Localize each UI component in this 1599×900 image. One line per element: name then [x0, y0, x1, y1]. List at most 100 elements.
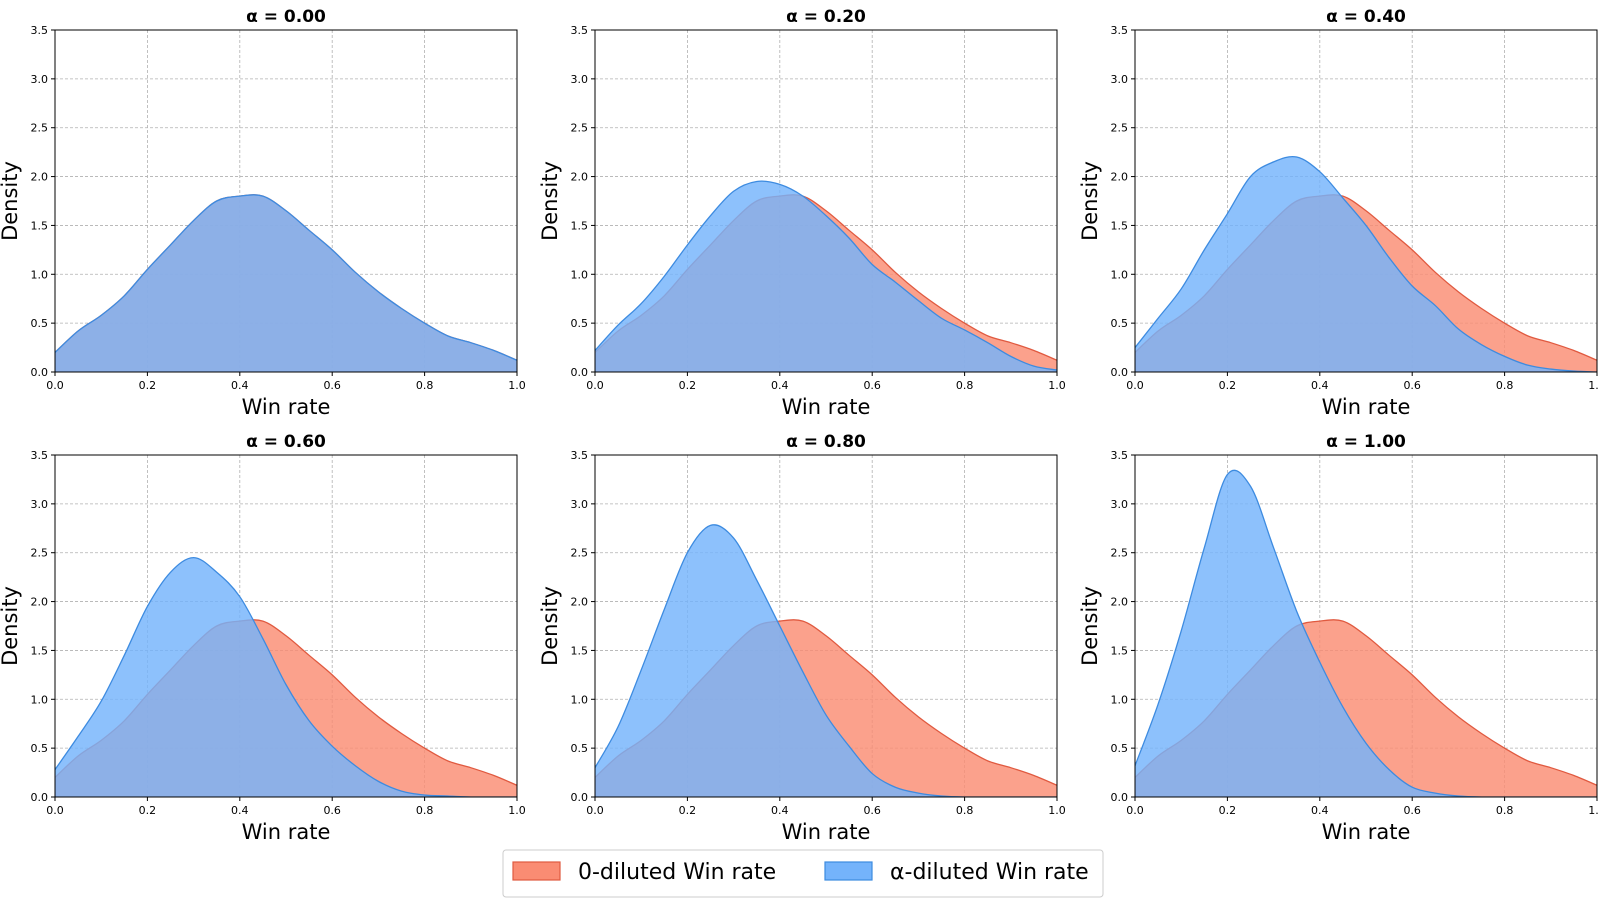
- x-axis-label: Win rate: [1322, 395, 1411, 419]
- y-tick-label: 2.0: [1111, 171, 1129, 184]
- x-tick-label: 0.8: [1496, 379, 1514, 392]
- y-tick-label: 0.0: [1111, 791, 1129, 804]
- x-tick-label: 1.0: [1588, 379, 1599, 392]
- x-tick-label: 0.6: [863, 379, 881, 392]
- panel-alpha-0.00: 0.0 0.2 0.4 0.6 0.8 1.0 0.0 0.5 1.0 1.5 2.0 2.5 3.0 3…: [0, 7, 526, 419]
- x-tick-label: 0.8: [956, 804, 974, 817]
- y-tick-label: 1.0: [1111, 268, 1129, 281]
- y-tick-label: 3.0: [571, 73, 589, 86]
- y-tick-label: 1.5: [1111, 644, 1129, 657]
- y-tick-label: 1.5: [1111, 219, 1129, 232]
- x-axis-label: Win rate: [242, 820, 331, 844]
- panel-title: α = 0.60: [246, 432, 326, 452]
- y-tick-label: 2.5: [31, 122, 49, 135]
- axes-frame: [54, 29, 518, 373]
- panel-alpha-1.00: 0.0 0.2 0.4 0.6 0.8 1.0 0.0 0.5 1.0 1.5 2.0 2.5 3.0 3…: [1078, 432, 1599, 844]
- area-alpha-diluted-fill: [595, 181, 1057, 372]
- legend-label-0-diluted: 0-diluted Win rate: [578, 860, 776, 885]
- panel-title: α = 1.00: [1326, 432, 1406, 452]
- axes-frame: [594, 29, 1058, 373]
- area-alpha-diluted-outline: [55, 556, 517, 797]
- y-tick-label: 0.5: [31, 742, 49, 755]
- area-alpha-diluted-outline: [595, 180, 1057, 371]
- y-tick-label: 2.0: [31, 171, 49, 184]
- x-tick-label: 0.4: [231, 379, 249, 392]
- y-axis-label: Density: [538, 161, 562, 241]
- y-axis-label: Density: [1078, 586, 1102, 666]
- x-tick-label: 0.8: [1496, 804, 1514, 817]
- x-tick-label: 0.4: [771, 379, 789, 392]
- x-axis-label: Win rate: [782, 395, 871, 419]
- x-tick-label: 0.0: [586, 804, 604, 817]
- x-axis-label: Win rate: [782, 820, 871, 844]
- area-alpha-diluted-outline: [1135, 469, 1597, 797]
- y-tick-label: 1.5: [571, 644, 589, 657]
- x-tick-label: 1.0: [508, 379, 526, 392]
- x-tick-label: 1.0: [1588, 804, 1599, 817]
- y-tick-label: 3.5: [31, 449, 49, 462]
- y-tick-label: 2.0: [31, 596, 49, 609]
- panel-title: α = 0.00: [246, 7, 326, 27]
- x-tick-label: 0.0: [1126, 804, 1144, 817]
- y-tick-label: 2.5: [571, 122, 589, 135]
- x-tick-label: 0.0: [586, 379, 604, 392]
- panel-alpha-0.20: 0.0 0.2 0.4 0.6 0.8 1.0 0.0 0.5 1.0 1.5 2.0 2.5 3.0 3…: [538, 7, 1066, 419]
- y-tick-label: 3.5: [31, 24, 49, 37]
- x-tick-label: 0.6: [323, 379, 341, 392]
- plot-area: [1135, 469, 1597, 797]
- y-tick-label: 3.0: [571, 498, 589, 511]
- y-tick-label: 1.5: [571, 219, 589, 232]
- area-alpha-diluted-fill: [55, 194, 517, 372]
- legend-frame: [502, 849, 1104, 898]
- y-tick-label: 0.0: [1111, 366, 1129, 379]
- area-alpha-diluted-fill: [1135, 156, 1597, 372]
- x-tick-label: 0.0: [46, 379, 64, 392]
- y-tick-label: 2.5: [1111, 122, 1129, 135]
- y-tick-label: 0.5: [571, 742, 589, 755]
- y-tick-label: 0.5: [31, 317, 49, 330]
- x-tick-label: 0.4: [771, 804, 789, 817]
- y-tick-label: 1.5: [31, 644, 49, 657]
- y-tick-label: 3.0: [1111, 73, 1129, 86]
- y-tick-label: 3.0: [1111, 498, 1129, 511]
- x-tick-label: 0.4: [1311, 379, 1329, 392]
- y-tick-label: 1.0: [1111, 693, 1129, 706]
- x-tick-label: 0.0: [1126, 379, 1144, 392]
- x-tick-label: 0.2: [679, 379, 697, 392]
- x-tick-label: 0.4: [1311, 804, 1329, 817]
- axes-frame: [1134, 29, 1598, 373]
- y-tick-label: 2.5: [1111, 547, 1129, 560]
- y-tick-label: 2.0: [571, 596, 589, 609]
- legend-swatch-0-diluted: [512, 861, 561, 881]
- y-tick-label: 0.0: [31, 791, 49, 804]
- x-tick-label: 0.2: [1219, 804, 1237, 817]
- x-tick-label: 0.6: [323, 804, 341, 817]
- x-tick-label: 1.0: [508, 804, 526, 817]
- area-alpha-diluted-outline: [595, 524, 1057, 797]
- y-tick-label: 0.5: [1111, 742, 1129, 755]
- y-tick-label: 0.0: [571, 366, 589, 379]
- plot-area: [595, 524, 1057, 797]
- x-axis-label: Win rate: [1322, 820, 1411, 844]
- y-tick-label: 3.5: [1111, 449, 1129, 462]
- x-tick-label: 0.2: [139, 379, 157, 392]
- y-axis-label: Density: [538, 586, 562, 666]
- x-tick-label: 0.8: [416, 379, 434, 392]
- y-tick-label: 0.0: [31, 366, 49, 379]
- y-tick-label: 0.5: [1111, 317, 1129, 330]
- panel-title: α = 0.20: [786, 7, 866, 27]
- y-tick-label: 2.0: [571, 171, 589, 184]
- y-tick-label: 1.5: [31, 219, 49, 232]
- y-tick-label: 0.5: [571, 317, 589, 330]
- x-axis-label: Win rate: [242, 395, 331, 419]
- legend: 0-diluted Win rate α-diluted Win rate: [502, 849, 1104, 898]
- axes-frame: [594, 454, 1058, 798]
- x-tick-label: 0.8: [956, 379, 974, 392]
- y-tick-label: 1.0: [31, 693, 49, 706]
- y-axis-label: Density: [1078, 161, 1102, 241]
- y-tick-label: 2.5: [31, 547, 49, 560]
- y-tick-label: 3.0: [31, 498, 49, 511]
- panel-alpha-0.60: 0.0 0.2 0.4 0.6 0.8 1.0 0.0 0.5 1.0 1.5 2.0 2.5 3.0 3…: [0, 432, 526, 844]
- y-tick-label: 3.5: [1111, 24, 1129, 37]
- y-tick-label: 3.5: [571, 449, 589, 462]
